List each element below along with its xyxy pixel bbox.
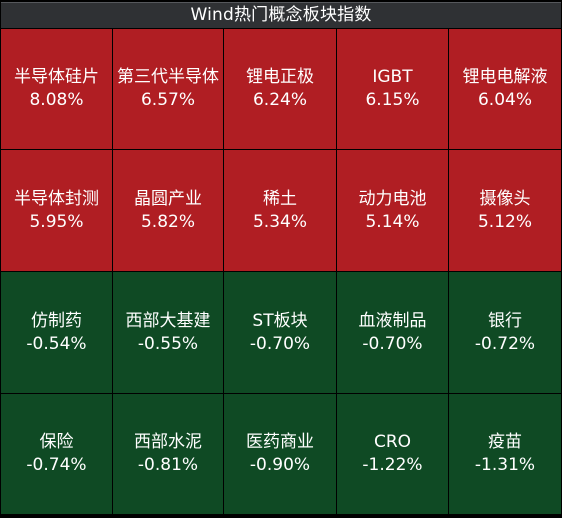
sector-tile[interactable]: CRO -1.22% <box>337 394 448 514</box>
sector-name: 银行 <box>488 310 522 331</box>
sector-tile[interactable]: 半导体硅片 8.08% <box>1 29 112 149</box>
sector-change: 6.57% <box>140 90 195 110</box>
sector-tile[interactable]: 西部大基建 -0.55% <box>113 272 223 393</box>
sector-name: ST板块 <box>252 310 308 331</box>
sector-change: 6.24% <box>252 90 307 110</box>
sector-name: 西部水泥 <box>134 432 202 452</box>
sector-change: 5.95% <box>29 211 84 232</box>
sector-change: -0.54% <box>26 333 87 354</box>
sector-name: IGBT <box>372 67 413 87</box>
sector-tile[interactable]: 锂电正极 6.24% <box>224 29 336 149</box>
sector-change: -0.70% <box>362 333 423 354</box>
sector-change: -0.90% <box>249 455 311 475</box>
sector-tile[interactable]: 医药商业 -0.90% <box>224 394 336 514</box>
sector-name: 血液制品 <box>358 310 427 331</box>
sector-tile[interactable]: 半导体封测 5.95% <box>1 150 112 271</box>
sector-name: 锂电电解液 <box>462 67 548 87</box>
sector-name: 医药商业 <box>246 432 314 452</box>
sector-change: -1.31% <box>474 455 536 475</box>
sector-tile[interactable]: 保险 -0.74% <box>1 394 112 514</box>
sector-change: 5.14% <box>365 211 420 232</box>
sector-change: 6.15% <box>365 90 420 110</box>
sector-tile[interactable]: 锂电电解液 6.04% <box>449 29 561 149</box>
sector-change: 5.34% <box>252 211 307 232</box>
sector-tile[interactable]: ST板块 -0.70% <box>224 272 336 393</box>
sector-tile[interactable]: 西部水泥 -0.81% <box>113 394 223 514</box>
sector-change: 5.12% <box>477 211 532 232</box>
sector-change: -0.55% <box>137 333 199 354</box>
sector-tile[interactable]: 第三代半导体 6.57% <box>113 29 223 149</box>
sector-name: 锂电正极 <box>246 67 314 87</box>
sector-tile[interactable]: 仿制药 -0.54% <box>1 272 112 393</box>
sector-tile[interactable]: 晶圆产业 5.82% <box>113 150 223 271</box>
sector-tile[interactable]: 疫苗 -1.31% <box>449 394 561 514</box>
sector-change: 8.08% <box>29 90 84 110</box>
sector-change: 5.82% <box>140 211 195 232</box>
sector-name: CRO <box>373 432 412 452</box>
sector-change: 6.04% <box>477 90 532 110</box>
sector-change: -0.70% <box>249 333 311 354</box>
sector-name: 动力电池 <box>358 188 427 209</box>
sector-change: -1.22% <box>362 455 423 475</box>
sector-name: 第三代半导体 <box>117 67 219 87</box>
sector-tile[interactable]: 动力电池 5.14% <box>337 150 448 271</box>
sector-name: 半导体封测 <box>14 188 99 209</box>
sector-change: -0.72% <box>474 333 536 354</box>
sector-tile-grid: 半导体硅片 8.08% 第三代半导体 6.57% 锂电正极 6.24% IGBT… <box>1 29 561 515</box>
sector-name: 西部大基建 <box>125 310 211 331</box>
sector-name: 摄像头 <box>479 188 531 209</box>
panel-title: Wind热门概念板块指数 <box>1 2 561 28</box>
sector-tile[interactable]: IGBT 6.15% <box>337 29 448 149</box>
sector-name: 半导体硅片 <box>14 67 99 87</box>
sector-tile[interactable]: 银行 -0.72% <box>449 272 561 393</box>
sector-change: -0.81% <box>137 455 199 475</box>
sector-name: 疫苗 <box>488 432 522 452</box>
sector-tile[interactable]: 稀土 5.34% <box>224 150 336 271</box>
sector-name: 稀土 <box>263 188 297 209</box>
sector-name: 保险 <box>39 432 74 452</box>
sector-tile[interactable]: 血液制品 -0.70% <box>337 272 448 393</box>
sector-tile[interactable]: 摄像头 5.12% <box>449 150 561 271</box>
sector-change: -0.74% <box>26 455 87 475</box>
sector-name: 晶圆产业 <box>134 188 202 209</box>
sector-name: 仿制药 <box>31 310 82 331</box>
